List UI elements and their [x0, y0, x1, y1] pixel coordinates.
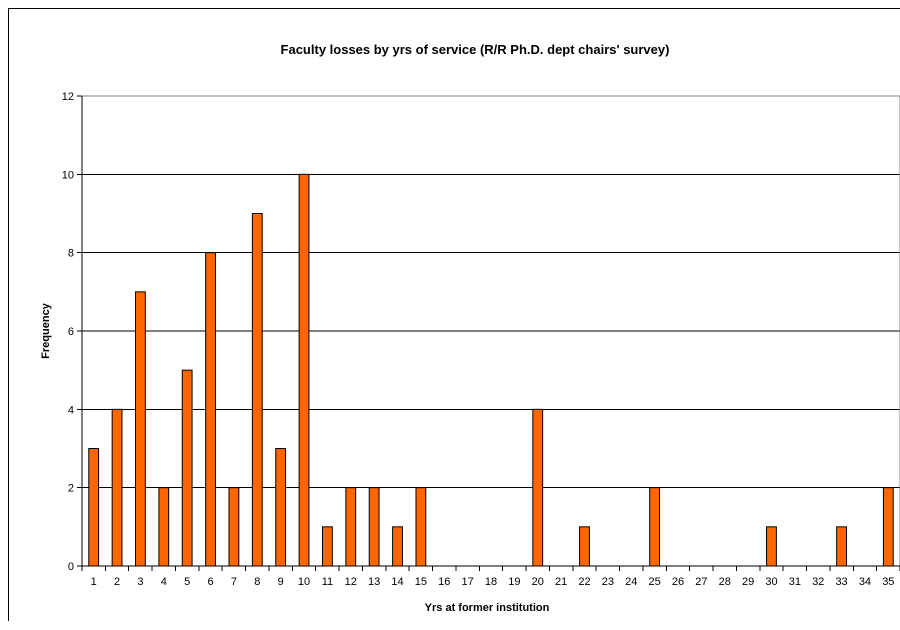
bar-4	[158, 487, 170, 567]
x-tick-label: 1	[91, 576, 97, 588]
x-tick-label: 28	[719, 576, 731, 588]
bars	[88, 173, 894, 567]
bar-14	[392, 526, 403, 567]
bar-10	[298, 173, 310, 567]
x-tick-label: 23	[602, 576, 614, 588]
x-tick-label: 21	[555, 576, 567, 588]
bar-3	[135, 291, 146, 567]
x-tick-label: 6	[207, 576, 213, 588]
bar-12	[345, 487, 357, 567]
bar-30	[766, 526, 777, 567]
bar-9	[275, 448, 287, 567]
x-tick-label: 10	[298, 576, 310, 588]
bar-6	[205, 252, 216, 567]
bar-15	[415, 487, 427, 567]
chart-frame: Faculty losses by yrs of service (R/R Ph…	[8, 8, 900, 621]
bar-22	[579, 526, 590, 567]
x-tick-label: 22	[578, 576, 590, 588]
bar-2	[111, 408, 123, 567]
x-tick-label: 16	[438, 576, 450, 588]
x-tick-label: 34	[859, 576, 871, 588]
y-tick-label: 12	[62, 91, 74, 103]
y-tick-label: 10	[62, 169, 74, 181]
x-tick-label: 3	[137, 576, 143, 588]
x-tick-label: 32	[812, 576, 824, 588]
x-tick-label: 35	[882, 576, 894, 588]
x-tick-label: 25	[648, 576, 660, 588]
x-tick-label: 27	[695, 576, 707, 588]
x-tick-label: 18	[485, 576, 497, 588]
bar-11	[321, 526, 333, 567]
y-tick-labels: 0 2 4 6 8 10 12	[62, 91, 74, 573]
x-tick-label: 19	[508, 576, 520, 588]
x-tick-label: 4	[161, 576, 167, 588]
y-axis-label: Frequency	[40, 302, 52, 359]
y-tick-label: 8	[68, 248, 74, 260]
x-tick-label: 9	[278, 576, 284, 588]
x-tick-label: 29	[742, 576, 754, 588]
gridlines	[77, 95, 900, 571]
bar-1	[88, 448, 100, 567]
x-tick-label: 12	[345, 576, 357, 588]
x-tick-label: 26	[672, 576, 684, 588]
x-tick-label: 11	[322, 576, 333, 588]
bar-20	[532, 408, 544, 567]
x-tick-labels: 1 2 3 4 5 6 7 8 9 10 11 12 13 14 15 16 17 18 19 20 21 22 23 24 2…	[91, 576, 895, 588]
x-tick-label: 14	[391, 576, 403, 588]
chart-title: Faculty losses by yrs of service (R/R Ph…	[281, 42, 670, 57]
x-tick-label: 24	[625, 576, 637, 588]
bar-5	[181, 369, 193, 567]
bar-33	[836, 526, 847, 567]
x-tick-label: 13	[368, 576, 380, 588]
x-tick-label: 15	[415, 576, 427, 588]
x-tick-label: 31	[789, 576, 801, 588]
bar-8	[251, 213, 263, 567]
y-tick-label: 0	[68, 561, 74, 573]
x-tick-label: 8	[254, 576, 260, 588]
x-tick-label: 7	[231, 576, 237, 588]
bar-7	[228, 487, 240, 567]
y-tick-label: 4	[68, 404, 74, 416]
x-tick-label: 5	[184, 576, 190, 588]
bar-chart: Faculty losses by yrs of service (R/R Ph…	[40, 42, 900, 614]
bar-25	[649, 487, 661, 567]
bar-13	[368, 487, 380, 567]
x-tick-label: 2	[114, 576, 120, 588]
x-tick-label: 20	[532, 576, 544, 588]
x-tick-label: 33	[835, 576, 847, 588]
x-axis-label: Yrs at former institution	[425, 602, 550, 614]
y-tick-label: 2	[68, 483, 74, 495]
bar-35	[882, 487, 894, 567]
y-tick-label: 6	[68, 326, 74, 338]
x-tick-label: 30	[765, 576, 777, 588]
x-tick-label: 17	[462, 576, 474, 588]
